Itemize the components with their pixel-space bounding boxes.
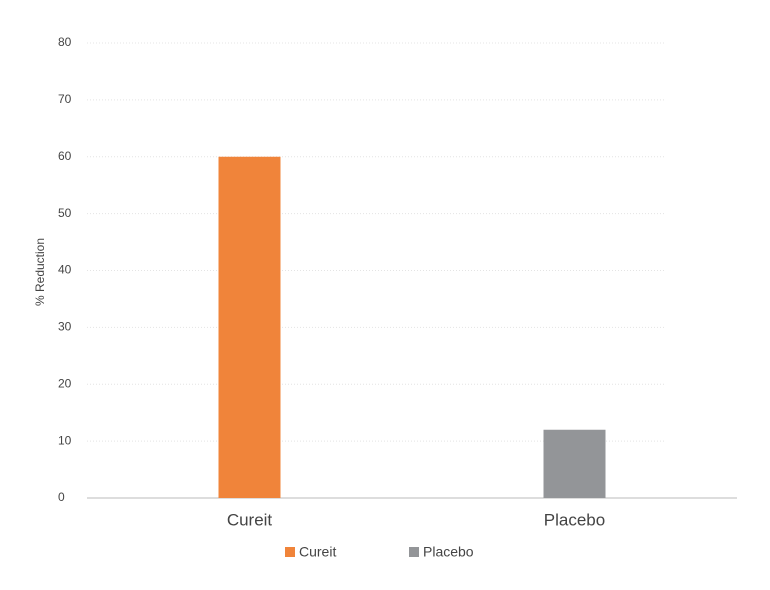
bar — [543, 429, 606, 498]
x-tick-label: Placebo — [544, 510, 605, 529]
y-tick-label: 50 — [58, 206, 72, 220]
y-tick-label: 80 — [58, 35, 72, 49]
bar — [218, 156, 281, 498]
legend-label: Placebo — [423, 544, 474, 560]
legend-label: Cureit — [299, 544, 336, 560]
y-tick-label: 60 — [58, 149, 72, 163]
y-tick-label: 30 — [58, 320, 72, 334]
y-tick-label: 40 — [58, 263, 72, 277]
legend-swatch — [409, 547, 419, 557]
y-tick-label: 20 — [58, 376, 72, 390]
y-tick-label: 0 — [58, 490, 65, 504]
y-tick-label: 70 — [58, 92, 72, 106]
y-axis-label: % Reduction — [33, 238, 47, 306]
y-tick-label: 10 — [58, 433, 72, 447]
legend-swatch — [285, 547, 295, 557]
x-tick-label: Cureit — [227, 510, 273, 529]
